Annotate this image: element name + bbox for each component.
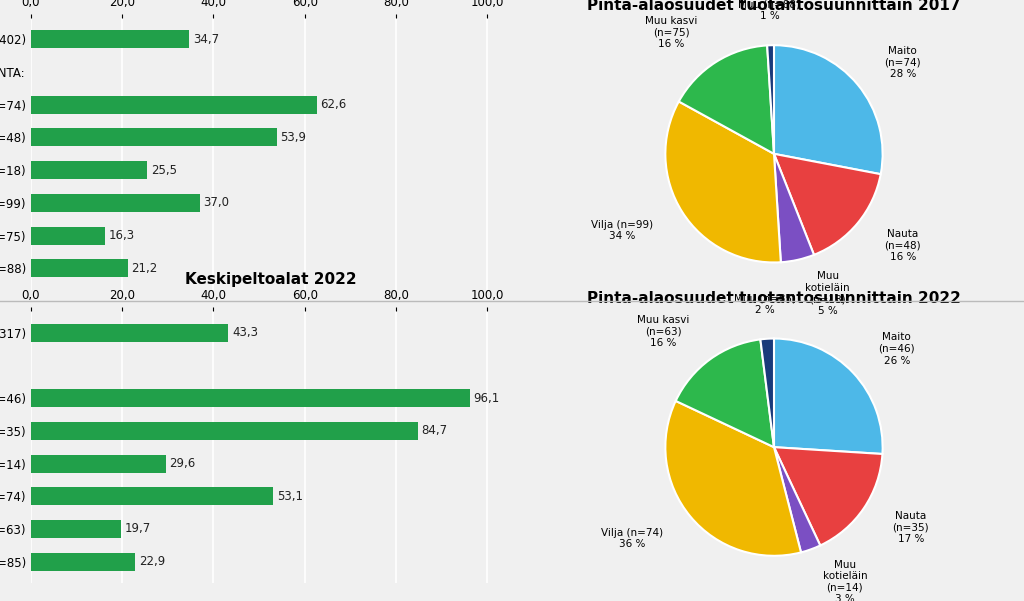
Text: 53,1: 53,1 <box>276 490 303 502</box>
Text: 84,7: 84,7 <box>421 424 447 438</box>
Text: 22,9: 22,9 <box>139 555 165 568</box>
Bar <box>31 454 166 472</box>
Text: 43,3: 43,3 <box>232 326 258 339</box>
Bar <box>31 96 316 114</box>
Bar <box>31 324 228 342</box>
Title: Pinta-alaosuudet tuotantosuunnittain 2022: Pinta-alaosuudet tuotantosuunnittain 202… <box>587 291 961 306</box>
Text: Vilja (n=74)
36 %: Vilja (n=74) 36 % <box>601 528 664 549</box>
Text: 62,6: 62,6 <box>321 99 346 111</box>
Wedge shape <box>774 45 883 174</box>
Text: Muu kasvi
(n=75)
16 %: Muu kasvi (n=75) 16 % <box>645 16 697 49</box>
Wedge shape <box>676 340 774 447</box>
Text: Muu
kotieläin
(n=14)
3 %: Muu kotieläin (n=14) 3 % <box>822 560 867 601</box>
Title: Pinta-alaosuudet tuotantosuunnittain 2017: Pinta-alaosuudet tuotantosuunnittain 201… <box>587 0 961 13</box>
Bar <box>31 161 147 179</box>
Text: Muu (n=88)
1 %: Muu (n=88) 1 % <box>738 0 801 21</box>
Text: Muu kasvi
(n=63)
16 %: Muu kasvi (n=63) 16 % <box>637 314 690 348</box>
Wedge shape <box>774 447 820 552</box>
Wedge shape <box>774 154 814 262</box>
Text: Muu (n=85)
2 %: Muu (n=85) 2 % <box>734 293 796 315</box>
Text: 34,7: 34,7 <box>193 33 219 46</box>
Bar <box>31 422 418 440</box>
Wedge shape <box>666 401 801 556</box>
Bar <box>31 389 470 407</box>
Text: Maito
(n=46)
26 %: Maito (n=46) 26 % <box>879 332 915 365</box>
Bar <box>31 129 276 147</box>
Bar <box>31 553 135 570</box>
Wedge shape <box>666 102 781 263</box>
Wedge shape <box>774 154 881 255</box>
Text: 53,9: 53,9 <box>281 131 306 144</box>
Bar <box>31 259 128 277</box>
Bar <box>31 194 200 212</box>
Text: Vilja (n=99)
34 %: Vilja (n=99) 34 % <box>591 220 653 242</box>
Text: 19,7: 19,7 <box>124 522 151 535</box>
Text: 21,2: 21,2 <box>131 262 158 275</box>
Bar <box>31 520 121 538</box>
Wedge shape <box>761 338 774 447</box>
Text: 16,3: 16,3 <box>109 229 135 242</box>
Text: 25,5: 25,5 <box>151 163 177 177</box>
Text: Maito
(n=74)
28 %: Maito (n=74) 28 % <box>885 46 922 79</box>
Bar <box>31 227 105 245</box>
Text: Muu
kotieläin
(n=18)
5 %: Muu kotieläin (n=18) 5 % <box>805 272 850 316</box>
Text: Nauta
(n=48)
16 %: Nauta (n=48) 16 % <box>885 228 922 262</box>
Bar <box>31 487 273 505</box>
Wedge shape <box>774 338 883 454</box>
Wedge shape <box>774 447 883 546</box>
Wedge shape <box>679 46 774 154</box>
Wedge shape <box>767 45 774 154</box>
Bar <box>31 31 189 48</box>
Text: 96,1: 96,1 <box>473 392 500 404</box>
Title: Keskipeltoalat 2022: Keskipeltoalat 2022 <box>184 272 356 287</box>
Text: 29,6: 29,6 <box>170 457 196 470</box>
Text: Nauta
(n=35)
17 %: Nauta (n=35) 17 % <box>893 511 929 545</box>
Text: 37,0: 37,0 <box>204 197 229 209</box>
